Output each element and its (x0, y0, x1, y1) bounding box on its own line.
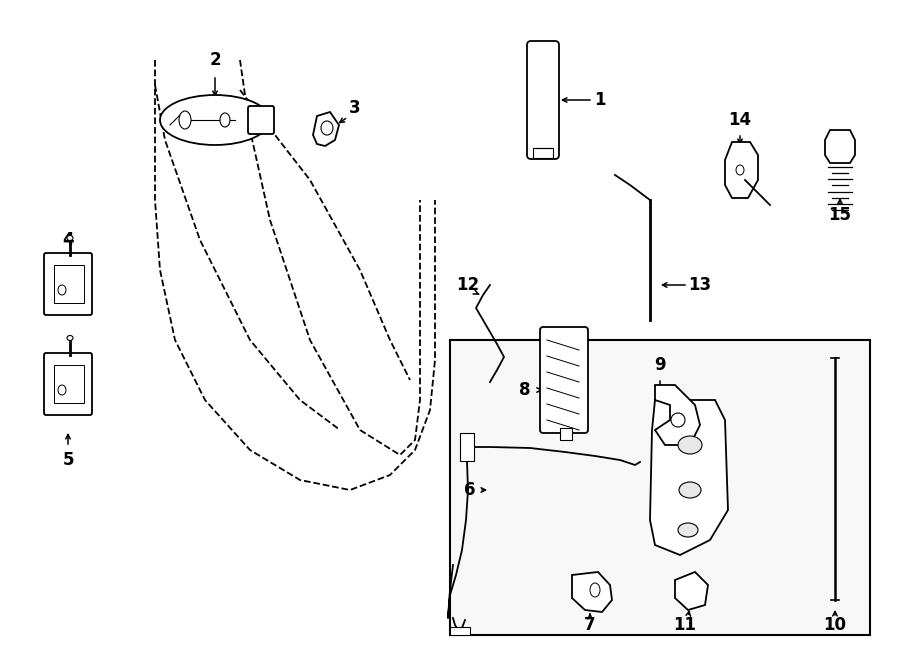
Text: 6: 6 (464, 481, 476, 499)
Ellipse shape (678, 436, 702, 454)
Text: 9: 9 (654, 356, 666, 374)
Text: 10: 10 (824, 616, 847, 634)
Ellipse shape (736, 165, 744, 175)
Text: 2: 2 (209, 51, 220, 69)
Ellipse shape (679, 482, 701, 498)
Ellipse shape (590, 583, 600, 597)
Text: 5: 5 (62, 451, 74, 469)
Text: 4: 4 (62, 231, 74, 249)
Text: 12: 12 (456, 276, 480, 294)
FancyBboxPatch shape (540, 327, 588, 433)
FancyBboxPatch shape (527, 41, 559, 159)
Polygon shape (725, 142, 758, 198)
Ellipse shape (58, 285, 66, 295)
Text: 13: 13 (688, 276, 712, 294)
Bar (560, 428, 572, 440)
Bar (533, 148, 553, 158)
Text: 15: 15 (829, 206, 851, 224)
Bar (450, 340, 870, 635)
FancyBboxPatch shape (248, 106, 274, 134)
Ellipse shape (671, 413, 685, 427)
Polygon shape (675, 572, 708, 610)
Ellipse shape (220, 113, 230, 127)
Bar (54, 365, 84, 403)
Text: 1: 1 (594, 91, 606, 109)
Ellipse shape (58, 385, 66, 395)
Ellipse shape (321, 121, 333, 135)
Polygon shape (572, 572, 612, 612)
FancyBboxPatch shape (44, 353, 92, 415)
Polygon shape (825, 130, 855, 163)
Text: 7: 7 (584, 616, 596, 634)
Ellipse shape (67, 235, 73, 241)
Bar (450, 627, 470, 635)
Ellipse shape (160, 95, 270, 145)
Polygon shape (313, 112, 339, 146)
Text: 8: 8 (519, 381, 531, 399)
Ellipse shape (67, 336, 73, 340)
Ellipse shape (179, 111, 191, 129)
Polygon shape (650, 400, 728, 555)
FancyBboxPatch shape (44, 253, 92, 315)
Text: 3: 3 (349, 99, 361, 117)
Bar (54, 265, 84, 303)
Bar (460, 433, 474, 461)
Text: 14: 14 (728, 111, 752, 129)
Polygon shape (655, 385, 700, 445)
Text: 11: 11 (673, 616, 697, 634)
Ellipse shape (678, 523, 698, 537)
